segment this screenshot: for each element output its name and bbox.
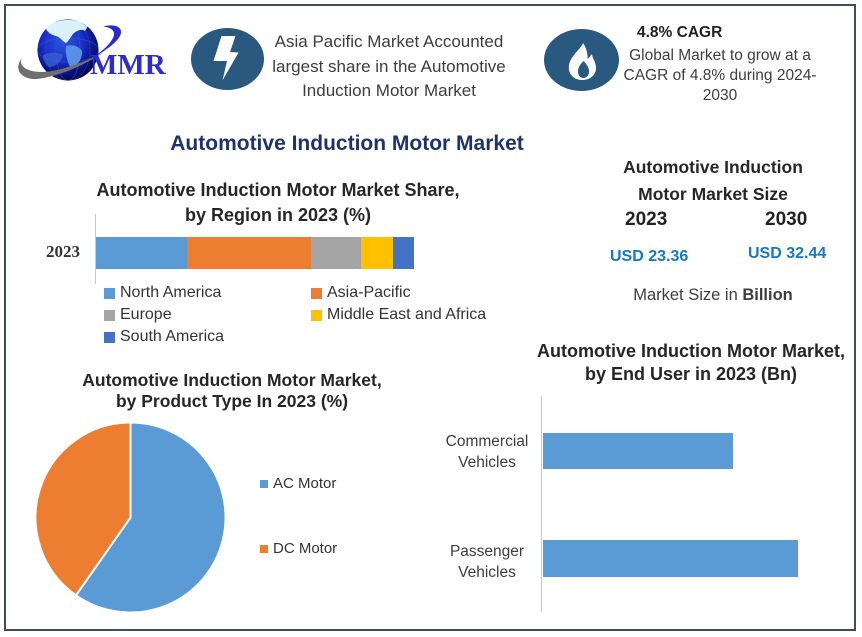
svg-text:MMR: MMR [90,49,167,81]
